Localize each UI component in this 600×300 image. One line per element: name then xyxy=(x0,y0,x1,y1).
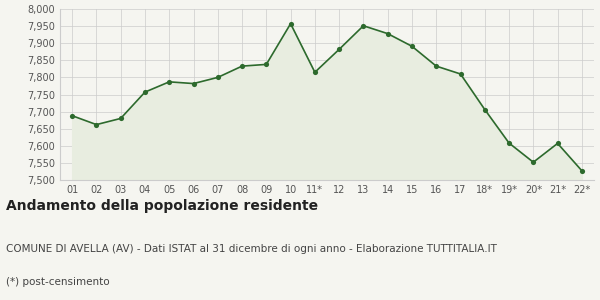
Point xyxy=(262,62,271,67)
Point xyxy=(164,80,174,84)
Text: Andamento della popolazione residente: Andamento della popolazione residente xyxy=(6,199,318,213)
Point xyxy=(431,64,441,68)
Point xyxy=(480,107,490,112)
Point xyxy=(504,141,514,146)
Text: (*) post-censimento: (*) post-censimento xyxy=(6,277,110,287)
Point xyxy=(529,160,538,165)
Point xyxy=(67,113,77,118)
Point xyxy=(359,23,368,28)
Point xyxy=(116,116,125,121)
Point xyxy=(553,141,562,146)
Point xyxy=(407,44,417,49)
Point xyxy=(456,72,466,76)
Point xyxy=(383,31,392,36)
Point xyxy=(140,90,150,94)
Point xyxy=(334,47,344,52)
Point xyxy=(213,75,223,80)
Point xyxy=(577,168,587,173)
Point xyxy=(310,70,320,75)
Point xyxy=(286,21,295,26)
Point xyxy=(188,81,198,86)
Text: COMUNE DI AVELLA (AV) - Dati ISTAT al 31 dicembre di ogni anno - Elaborazione TU: COMUNE DI AVELLA (AV) - Dati ISTAT al 31… xyxy=(6,244,497,254)
Point xyxy=(92,122,101,127)
Point xyxy=(237,64,247,68)
